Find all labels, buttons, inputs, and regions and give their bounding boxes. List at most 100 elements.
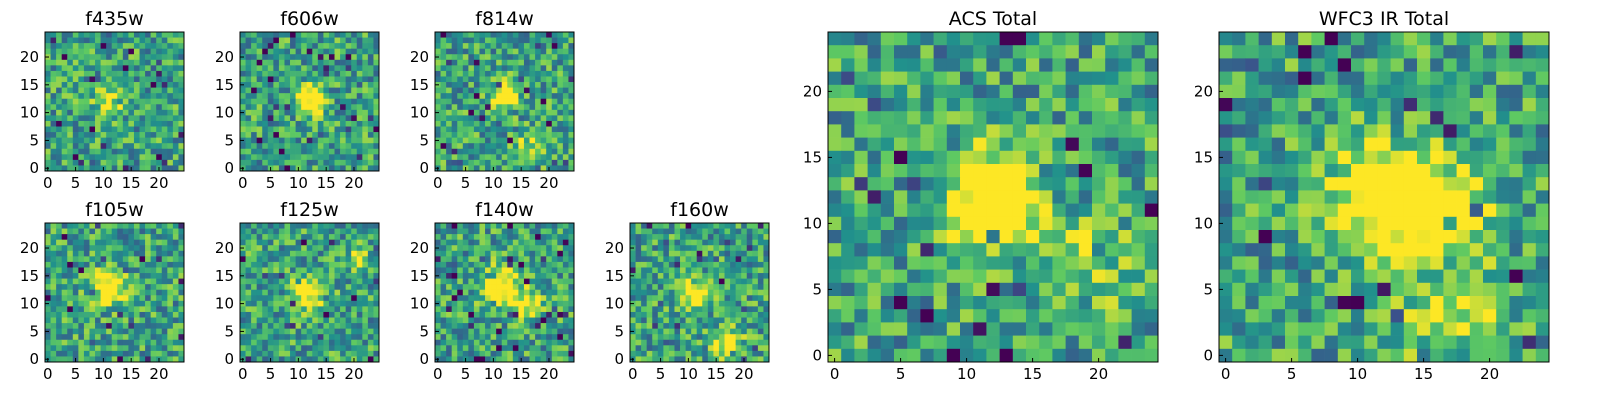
heatmap-cell bbox=[367, 323, 374, 329]
heatmap-cell bbox=[973, 124, 987, 138]
heatmap-cell bbox=[95, 306, 101, 313]
heatmap-cell bbox=[1118, 177, 1132, 191]
heatmap-cell bbox=[133, 278, 140, 285]
heatmap-cell bbox=[373, 132, 380, 138]
heatmap-cell bbox=[757, 289, 764, 296]
heatmap-cell bbox=[973, 230, 987, 244]
heatmap-cell bbox=[362, 295, 369, 302]
heatmap-cell bbox=[67, 345, 74, 352]
heatmap-cell bbox=[473, 317, 480, 324]
heatmap-cell bbox=[100, 65, 107, 72]
heatmap-cell bbox=[1012, 177, 1027, 191]
heatmap-cell bbox=[67, 126, 74, 133]
heatmap-cell bbox=[50, 87, 57, 94]
heatmap-cell bbox=[256, 250, 263, 257]
heatmap-cell bbox=[100, 98, 107, 105]
heatmap-cell bbox=[56, 82, 63, 88]
heatmap-cell bbox=[462, 223, 469, 229]
heatmap-cell bbox=[696, 356, 703, 363]
heatmap-cell bbox=[752, 284, 759, 291]
heatmap-cell bbox=[523, 350, 530, 357]
heatmap-cell bbox=[267, 350, 274, 357]
heatmap-cell bbox=[50, 115, 57, 122]
heatmap-cell bbox=[680, 256, 686, 263]
heatmap-cell bbox=[457, 261, 464, 268]
heatmap-cell bbox=[763, 295, 770, 302]
heatmap-cell bbox=[61, 328, 68, 335]
heatmap-cell bbox=[83, 126, 90, 133]
heatmap-cell bbox=[111, 76, 118, 83]
heatmap-cell bbox=[1039, 58, 1053, 72]
heatmap-cell bbox=[167, 239, 174, 246]
heatmap-cell bbox=[867, 71, 882, 86]
heatmap-cell bbox=[345, 350, 352, 357]
heatmap-cell bbox=[340, 300, 346, 307]
heatmap-cell bbox=[150, 234, 157, 241]
heatmap-cell bbox=[61, 267, 68, 274]
heatmap-cell bbox=[485, 137, 491, 144]
heatmap-cell bbox=[256, 261, 263, 268]
heatmap-cell bbox=[440, 267, 447, 274]
heatmap-cell bbox=[518, 345, 525, 352]
heatmap-cell bbox=[172, 250, 179, 257]
heatmap-cell bbox=[546, 239, 553, 246]
heatmap-cell bbox=[133, 300, 140, 307]
heatmap-cell bbox=[278, 223, 285, 229]
heatmap-cell bbox=[256, 148, 263, 155]
heatmap-cell bbox=[1012, 32, 1027, 46]
heatmap-cell bbox=[685, 339, 692, 346]
heatmap-cell bbox=[83, 273, 90, 279]
heatmap-cell bbox=[362, 165, 369, 172]
heatmap-cell bbox=[446, 65, 453, 72]
heatmap-cell bbox=[306, 54, 313, 61]
heatmap-cell bbox=[306, 356, 313, 363]
heatmap-cell bbox=[323, 115, 330, 122]
heatmap-cell bbox=[362, 245, 369, 252]
heatmap-cell bbox=[111, 115, 118, 122]
heatmap-cell bbox=[61, 356, 68, 363]
heatmap-cell bbox=[161, 245, 168, 252]
heatmap-cell bbox=[724, 250, 731, 257]
heatmap-cell bbox=[501, 115, 508, 122]
heatmap-cell bbox=[345, 126, 352, 133]
heatmap-cell bbox=[446, 32, 453, 38]
heatmap-cell bbox=[340, 317, 346, 324]
heatmap-cell bbox=[328, 245, 335, 252]
heatmap-cell bbox=[139, 317, 146, 324]
heatmap-cell bbox=[724, 289, 731, 296]
heatmap-cell bbox=[334, 126, 341, 133]
heatmap-cell bbox=[657, 278, 664, 285]
heatmap-cell bbox=[440, 159, 447, 166]
heatmap-cell bbox=[1144, 71, 1159, 86]
heatmap-cell bbox=[267, 334, 274, 341]
heatmap-cell bbox=[362, 267, 369, 274]
heatmap-cell bbox=[652, 278, 659, 285]
heatmap-cell bbox=[273, 284, 280, 291]
heatmap-cell bbox=[702, 295, 709, 302]
heatmap-cell bbox=[841, 256, 855, 270]
heatmap-cell bbox=[746, 300, 753, 307]
heatmap-cell bbox=[473, 289, 480, 296]
heatmap-cell bbox=[161, 148, 168, 155]
heatmap-cell bbox=[139, 328, 146, 335]
heatmap-cell bbox=[702, 234, 709, 241]
heatmap-cell bbox=[45, 345, 51, 352]
heatmap-cell bbox=[999, 164, 1014, 178]
heatmap-cell bbox=[763, 223, 770, 229]
heatmap-cell bbox=[122, 323, 129, 329]
heatmap-cell bbox=[479, 120, 486, 127]
heatmap-cell bbox=[696, 311, 703, 318]
heatmap-cell bbox=[251, 245, 258, 252]
heatmap-cell bbox=[546, 59, 553, 66]
heatmap-cell bbox=[245, 104, 252, 111]
heatmap-cell bbox=[457, 65, 464, 72]
heatmap-cell bbox=[435, 154, 441, 161]
heatmap-cell bbox=[635, 317, 642, 324]
heatmap-cell bbox=[1131, 32, 1146, 46]
heatmap-cell bbox=[1144, 111, 1159, 125]
y-tick-label: 5 bbox=[419, 322, 429, 340]
heatmap-cell bbox=[262, 159, 269, 166]
heatmap-cell bbox=[301, 306, 308, 313]
heatmap-cell bbox=[535, 154, 541, 161]
heatmap-cell bbox=[156, 278, 163, 285]
